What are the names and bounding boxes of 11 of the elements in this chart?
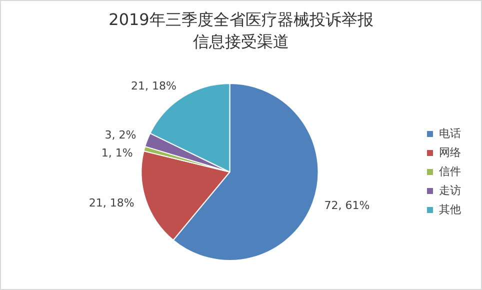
legend-label: 其他 [439, 203, 461, 216]
legend-label: 走访 [439, 184, 461, 198]
legend-label: 网络 [439, 147, 461, 160]
data-label: 1, 1% [101, 146, 133, 160]
legend-label: 电话 [439, 127, 461, 140]
data-label: 3, 2% [104, 128, 136, 142]
chart-title: 2019年三季度全省医疗器械投诉举报信息接受渠道 [108, 9, 374, 53]
data-label: 21, 18% [130, 80, 176, 93]
data-label: 21, 18% [88, 196, 134, 210]
data-label: 72, 61% [324, 198, 370, 212]
legend-label: 信件 [439, 166, 461, 178]
